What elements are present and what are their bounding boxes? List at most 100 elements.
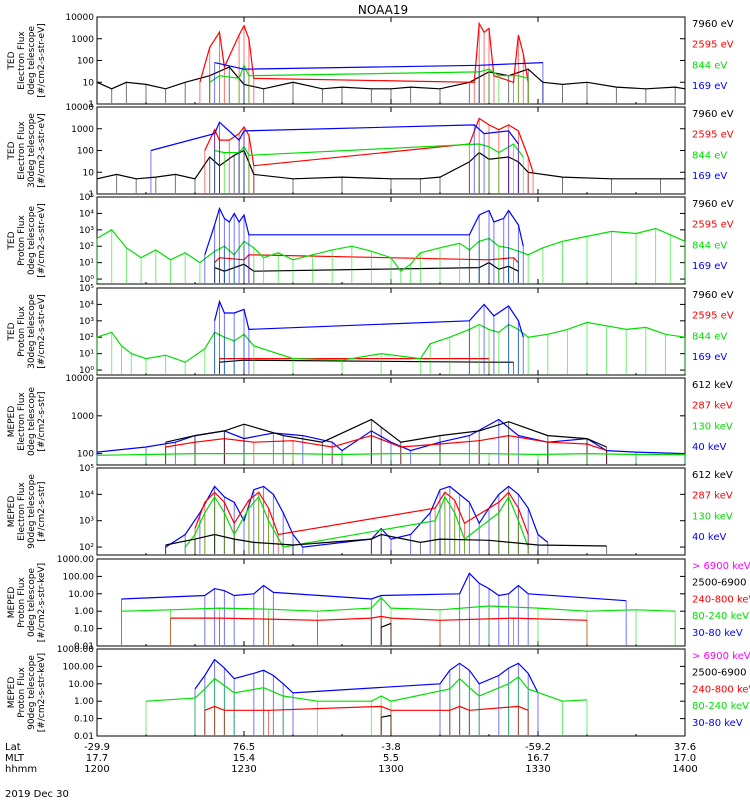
legend-entry: 40 keV <box>692 442 726 453</box>
y-tick-label: 10² <box>79 333 94 343</box>
y-axis-label: [#/cm2-s-str] <box>37 391 47 451</box>
y-axis-label: Proton Flux <box>17 306 27 357</box>
legend-entry: 2595 eV <box>692 311 734 322</box>
legend-entry: 130 keV <box>692 421 733 432</box>
legend-entry: 7960 eV <box>692 19 734 30</box>
chart-panel-6: 10² 10³ 10⁴ 10⁵ MEPED Electron Flux 90deg tele… <box>7 464 733 556</box>
legend-entry: 7960 eV <box>692 199 734 210</box>
series-line-black <box>96 149 685 180</box>
chart-panel-7: 0.01 0.10 1.00 10.00 100.00 1000.00 MEPED Proto… <box>7 555 750 652</box>
y-axis-label: MEPED <box>7 406 17 438</box>
y-axis-label: [#/cm2-s-str-eV] <box>37 23 47 98</box>
y-tick-label: 10⁴ <box>79 209 94 219</box>
legend-entry: > 6900 keV <box>692 651 750 662</box>
time-axis-tick-label: 16.7 <box>527 753 549 764</box>
y-axis-label: Proton Flux <box>17 667 27 718</box>
y-axis-label: [#/cm2-s-str-keV] <box>37 653 47 732</box>
y-tick-label: 1000 <box>71 35 94 45</box>
y-tick-label: 10² <box>79 543 94 553</box>
legend-entry: 80-240 keV <box>692 611 749 622</box>
y-tick-label: 10⁵ <box>79 284 94 294</box>
chart-panel-3: 10⁰ 10¹ 10² 10³ 10⁴ 10⁵ TED Proton Flux 0deg tel… <box>7 193 734 285</box>
legend-entry: 2500-6900 <box>692 578 747 589</box>
legend-entry: 240-800 keV <box>692 594 750 605</box>
time-axis-tick-label: 37.6 <box>674 742 696 753</box>
y-tick-label: 10⁵ <box>79 464 94 474</box>
y-axis-label: MEPED <box>7 496 17 528</box>
time-axis-tick-label: -3.8 <box>381 742 401 753</box>
date-label: 2019 Dec 30 <box>5 789 69 800</box>
series-line-green <box>96 452 685 456</box>
legend-entry: 169 eV <box>692 81 727 92</box>
y-tick-label: 1000 <box>71 412 94 422</box>
y-tick-label: 100 <box>77 147 94 157</box>
y-axis-label: 30deg telescope <box>27 294 37 369</box>
series-line-green <box>96 227 686 273</box>
y-tick-label: 0.10 <box>74 625 94 635</box>
legend-entry: 80-240 keV <box>692 701 749 712</box>
y-tick-label: 1 <box>88 100 94 110</box>
legend-entry: 130 keV <box>692 511 733 522</box>
y-axis-label: [#/cm2-s-str] <box>37 481 47 541</box>
y-tick-label: 1 <box>88 190 94 200</box>
legend-entry: 287 keV <box>692 491 733 502</box>
series-line-green <box>145 676 588 702</box>
y-tick-label: 100.00 <box>63 572 95 582</box>
y-tick-label: 10000 <box>65 374 94 384</box>
series-line-blue <box>165 485 549 548</box>
series-line-blue <box>214 62 543 70</box>
time-axis-tick-label: -59.2 <box>525 742 551 753</box>
time-axis-tick-label: 1330 <box>525 764 550 775</box>
y-axis-label: MEPED <box>7 587 17 619</box>
legend-entry: 40 keV <box>692 532 726 543</box>
y-axis-label: [#/cm2-s-str-keV] <box>37 563 47 642</box>
chart-title: NOAA19 <box>358 3 408 17</box>
y-tick-label: 1.00 <box>74 697 94 707</box>
legend-entry: 169 eV <box>692 352 727 363</box>
series-line-black <box>96 66 686 90</box>
y-axis-label: 30deg telescope <box>27 113 37 188</box>
y-tick-label: 10 <box>83 78 95 88</box>
y-axis-label: 0deg telescope <box>27 568 37 638</box>
y-tick-label: 0.01 <box>74 642 94 652</box>
y-axis-label: Proton Flux <box>17 577 27 628</box>
y-axis-label: TED <box>7 141 17 160</box>
chart-panel-4: 10⁰ 10¹ 10² 10³ 10⁴ 10⁵ TED Proton Flux 30deg te… <box>7 284 734 376</box>
legend-entry: > 6900 keV <box>692 561 750 572</box>
axis-row-label: MLT <box>5 753 25 764</box>
axis-row-label: hhmm <box>5 764 37 775</box>
y-axis-label: 0deg telescope <box>27 206 37 276</box>
legend-entry: 30-80 keV <box>692 628 743 639</box>
series-line-green <box>184 495 529 548</box>
y-axis-label: Electron Flux <box>17 121 27 180</box>
legend-entry: 612 keV <box>692 470 733 481</box>
y-tick-label: 10000 <box>65 13 94 23</box>
y-axis-label: 90deg telescope <box>27 655 37 730</box>
legend-entry: 844 eV <box>692 150 727 161</box>
series-line-blue <box>121 572 627 602</box>
legend-entry: 2595 eV <box>692 130 734 141</box>
series-line-red <box>170 615 588 621</box>
y-tick-label: 100 <box>77 57 94 67</box>
legend-entry: 169 eV <box>692 171 727 182</box>
legend-entry: 7960 eV <box>692 290 734 301</box>
legend-entry: 2500-6900 <box>692 668 747 679</box>
legend-entry: 2595 eV <box>692 220 734 231</box>
series-line-blue <box>214 299 524 338</box>
time-axis-tick-label: 1300 <box>378 764 403 775</box>
time-axis-tick-label: 17.7 <box>86 753 108 764</box>
time-axis-tick-label: 76.5 <box>233 742 255 753</box>
y-tick-label: 10¹ <box>79 350 94 360</box>
time-axis-tick-label: 15.4 <box>233 753 255 764</box>
legend-entry: 844 eV <box>692 60 727 71</box>
chart-panel-8: 0.01 0.10 1.00 10.00 100.00 1000.00 MEPED Proto… <box>7 645 750 742</box>
y-tick-label: 10³ <box>79 517 94 527</box>
y-tick-label: 10¹ <box>79 259 94 269</box>
series-line-black <box>219 359 514 363</box>
y-axis-label: TED <box>7 231 17 250</box>
series-line-green <box>121 596 676 612</box>
series-line-red <box>165 434 607 452</box>
y-tick-label: 100.00 <box>63 662 95 672</box>
